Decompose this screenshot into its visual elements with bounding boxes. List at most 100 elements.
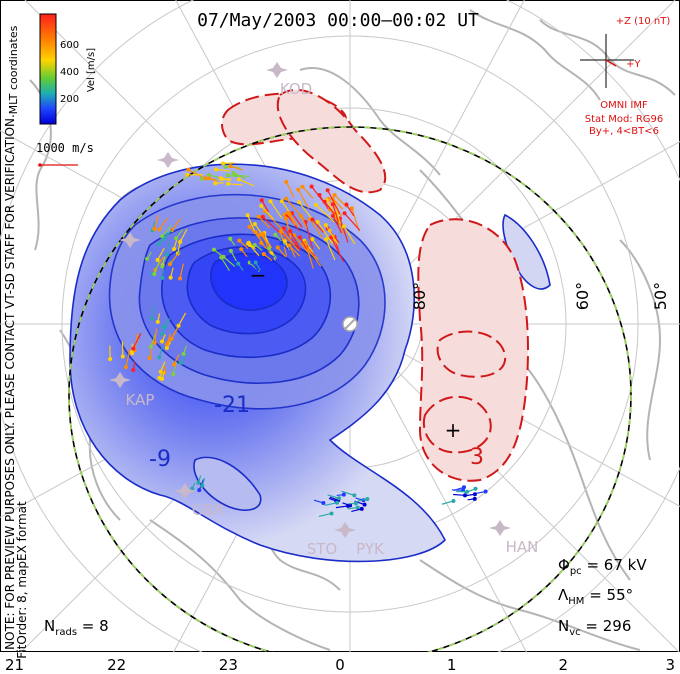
velocity-vector: [227, 183, 243, 186]
velocity-vector-origin: [451, 498, 456, 503]
velocity-vector-origin: [161, 237, 166, 242]
colorbar-label: Vel [m/s]: [86, 48, 97, 92]
velocity-vector: [289, 214, 299, 228]
velocity-vector-origin: [335, 500, 340, 505]
velocity-vector-origin: [266, 246, 271, 251]
radar-label-sto: STO: [307, 540, 338, 558]
velocity-vector: [125, 349, 131, 368]
mlt-tick-label: 3: [665, 656, 675, 674]
velocity-vector-origin: [225, 181, 230, 186]
velocity-vector-origin: [199, 176, 204, 181]
radar-label-kod: KOD: [280, 80, 312, 98]
velocity-vector-origin: [297, 200, 302, 205]
velocity-vector: [179, 263, 184, 279]
velocity-vector-origin: [323, 223, 328, 228]
velocity-vector-origin: [321, 500, 326, 505]
velocity-vector-origin: [156, 242, 161, 247]
velocity-vector: [324, 502, 338, 506]
contour-label-1: -21: [214, 393, 250, 418]
velocity-vector: [299, 236, 309, 253]
dusk-blue-lobe: [502, 213, 551, 290]
velocity-vector: [304, 221, 314, 249]
velocity-vector: [345, 204, 355, 217]
velocity-vector-origin: [281, 226, 286, 231]
velocity-vector-origin: [160, 264, 165, 269]
velocity-vector: [154, 328, 158, 343]
velocity-vector-origin: [278, 229, 283, 234]
velocity-vector-origin: [123, 365, 128, 370]
velocity-vector-origin: [352, 493, 357, 498]
velocity-vector-origin: [171, 247, 176, 252]
velocity-vector: [311, 186, 326, 204]
velocity-vector: [325, 239, 336, 261]
imf-condition: By+, 4<BT<6: [589, 126, 659, 137]
velocity-vector-origin: [174, 236, 179, 241]
velocity-vector-origin: [282, 239, 287, 244]
velocity-vector: [157, 248, 165, 261]
imf-vector: [605, 59, 617, 67]
imf-model: Stat Mod: RG96: [585, 114, 664, 125]
velocity-vector-origin: [329, 511, 334, 516]
velocity-vector-origin: [342, 211, 347, 216]
velocity-vector-origin: [310, 237, 315, 242]
cell-contour-5: [210, 252, 288, 311]
velocity-vector: [287, 212, 296, 226]
velocity-vector-origin: [250, 259, 255, 264]
velocity-vector: [223, 256, 236, 267]
velocity-vector-origin: [252, 242, 257, 247]
velocity-vector-origin: [330, 213, 335, 218]
velocity-vector: [318, 512, 332, 518]
velocity-vector-origin: [345, 503, 350, 508]
mlt-tick-label: 2: [559, 656, 569, 674]
stat-phi-pc: Φpc = 67 kV: [558, 556, 647, 577]
latitude-label-80: 80°: [410, 282, 429, 310]
velocity-vector-origin: [200, 483, 205, 488]
velocity-vector-origin: [228, 236, 233, 241]
velocity-vector: [179, 228, 188, 243]
velocity-vector-origin: [268, 199, 273, 204]
velocity-vector-origin: [359, 506, 364, 511]
velocity-vector: [177, 312, 187, 327]
velocity-vector-origin: [144, 256, 149, 261]
reference-vector-label: 1000 m/s: [36, 141, 94, 155]
velocity-vector-origin: [190, 486, 195, 491]
velocity-vector-origin: [168, 275, 173, 280]
velocity-vector-origin: [362, 502, 367, 507]
contour-label-3: 3: [470, 445, 484, 470]
velocity-vector: [274, 234, 286, 246]
velocity-vector-origin: [236, 261, 241, 266]
velocity-vector-origin: [152, 271, 157, 276]
velocity-vector-origin: [253, 230, 258, 235]
velocity-vector: [289, 230, 301, 250]
velocity-vector: [332, 215, 343, 234]
velocity-vector: [260, 205, 274, 220]
velocity-vector-origin: [223, 164, 228, 169]
velocity-vector-origin: [161, 324, 166, 329]
velocity-vector-origin: [462, 493, 467, 498]
velocity-vector: [309, 218, 324, 239]
velocity-vector: [277, 247, 287, 258]
mlt-tick-label: 23: [219, 656, 238, 674]
velocity-vector-origin: [344, 202, 349, 207]
velocity-vector-origin: [160, 376, 165, 381]
velocity-vector-origin: [472, 492, 477, 497]
mlt-tick-label: 1: [447, 656, 457, 674]
velocity-vector: [300, 215, 308, 229]
potential-min-marker: −: [250, 263, 267, 287]
velocity-vector: [297, 189, 310, 209]
colorbar-ticks: 600 400 200: [60, 40, 79, 105]
velocity-vector-origin: [152, 227, 157, 232]
velocity-vector-origin: [108, 357, 113, 362]
fit-order-note: FitOrder: 8, mapEX format: [15, 501, 29, 659]
velocity-vector-origin: [260, 214, 265, 219]
velocity-vector: [238, 178, 255, 187]
velocity-vector-origin: [176, 323, 181, 328]
velocity-vector-origin: [337, 496, 342, 501]
velocity-vector-origin: [462, 485, 467, 490]
velocity-vector-origin: [332, 192, 337, 197]
velocity-vector-origin: [252, 222, 257, 227]
radar-label-kap: KAP: [126, 391, 155, 409]
velocity-vector-origin: [262, 209, 267, 214]
velocity-vector: [343, 225, 356, 245]
velocity-vector-origin: [273, 232, 278, 237]
